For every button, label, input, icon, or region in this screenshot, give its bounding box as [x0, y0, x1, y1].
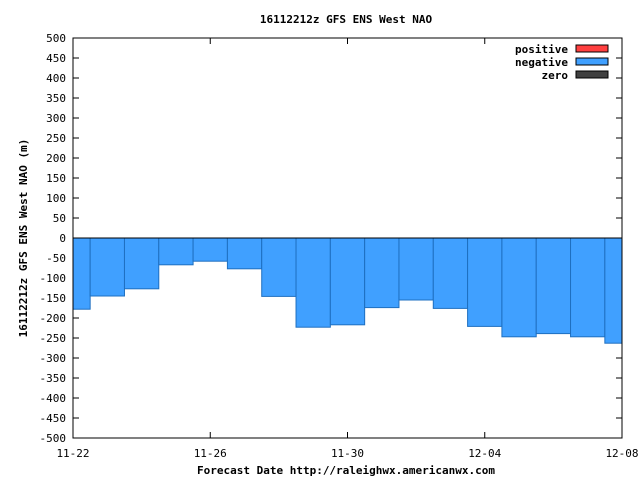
chart-title: 16112212z GFS ENS West NAO	[260, 13, 433, 26]
y-tick-label: 300	[46, 112, 66, 125]
y-tick-label: 100	[46, 192, 66, 205]
bar	[89, 237, 125, 297]
bar	[158, 237, 194, 266]
bar	[501, 237, 537, 338]
x-tick-label: 11-30	[331, 447, 364, 460]
bar	[535, 237, 572, 335]
bar	[123, 237, 160, 290]
y-tick-label: -500	[40, 432, 67, 445]
y-tick-label: -150	[40, 292, 67, 305]
bar	[261, 237, 297, 297]
legend-label: negative	[515, 56, 568, 69]
y-tick-label: -300	[40, 352, 67, 365]
y-tick-label: 350	[46, 92, 66, 105]
y-tick-label: 500	[46, 32, 66, 45]
bar	[364, 237, 400, 309]
bar	[226, 237, 263, 270]
bar	[604, 237, 623, 344]
y-tick-label: 250	[46, 132, 66, 145]
x-axis-label: Forecast Date http://raleighwx.americanw…	[197, 464, 495, 477]
y-tick-label: 0	[59, 232, 66, 245]
legend-label: zero	[542, 69, 569, 82]
bar	[192, 237, 228, 262]
y-tick-label: 150	[46, 172, 66, 185]
y-tick-label: 400	[46, 72, 66, 85]
bar	[329, 237, 366, 326]
y-tick-label: -250	[40, 332, 67, 345]
legend-swatch	[575, 70, 609, 79]
legend-label: positive	[515, 43, 568, 56]
y-tick-label: -450	[40, 412, 67, 425]
x-tick-label: 12-04	[468, 447, 501, 460]
legend-swatch	[575, 44, 609, 53]
y-tick-label: -350	[40, 372, 67, 385]
bar	[398, 237, 434, 301]
x-tick-label: 11-26	[194, 447, 227, 460]
y-axis-label: 16112212z GFS ENS West NAO (m)	[17, 139, 30, 338]
x-tick-label: 11-22	[56, 447, 89, 460]
bar	[467, 237, 503, 327]
y-tick-label: -50	[46, 252, 66, 265]
x-tick-label: 12-08	[605, 447, 638, 460]
legend-swatch	[575, 57, 609, 66]
tick-layer: 500450400350300250200150100500-50-100-15…	[40, 32, 639, 460]
bar	[570, 237, 606, 338]
y-tick-label: -100	[40, 272, 67, 285]
bar	[432, 237, 469, 309]
y-tick-label: 450	[46, 52, 66, 65]
y-tick-label: -200	[40, 312, 67, 325]
y-tick-label: -400	[40, 392, 67, 405]
bar	[295, 237, 331, 328]
y-tick-label: 50	[53, 212, 66, 225]
y-tick-label: 200	[46, 152, 66, 165]
bars-layer	[72, 237, 623, 344]
bar	[72, 237, 91, 310]
plot-frame	[72, 37, 623, 439]
